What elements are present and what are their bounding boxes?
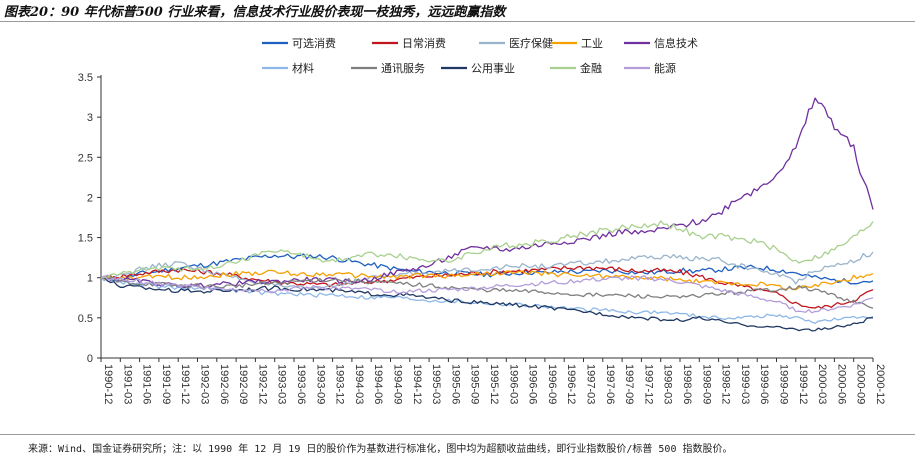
legend-item: 能源 [624,61,676,75]
x-tick-label: 1994-06 [372,364,384,404]
y-tick-label: 3 [87,112,93,124]
legend-label: 材料 [292,61,314,75]
x-tick-label: 1995-03 [430,364,442,404]
x-tick-label: 1991-06 [141,364,153,404]
x-tick-label: 1999-09 [778,364,790,404]
y-tick-label: 0 [87,353,93,365]
x-tick-label: 1995-09 [469,364,481,404]
legend-item: 公用事业 [441,62,515,75]
x-tick-label: 1998-12 [720,364,732,404]
y-tick-label: 1 [87,273,93,285]
x-tick-label: 1997-09 [623,364,635,404]
x-tick-label: 1997-12 [642,364,654,404]
legend-item: 可选消费 [262,36,336,50]
x-tick-label: 1998-09 [700,364,712,404]
legend-label: 能源 [654,61,676,75]
x-tick-label: 2000-06 [835,364,847,404]
plot-area [100,97,874,332]
series-line [100,269,874,291]
x-tick-label: 1993-12 [334,364,346,404]
x-tick-label: 1999-03 [739,364,751,404]
x-tick-label: 1998-03 [662,364,674,404]
x-tick-label: 2000-03 [816,364,828,404]
x-tick-label: 2000-09 [855,364,867,404]
y-tick-label: 0.5 [78,313,93,325]
x-tick-label: 2000-12 [874,364,886,404]
x-tick-label: 1994-09 [392,364,404,404]
x-tick-label: 1996-12 [565,364,577,404]
x-tick-label: 1991-03 [121,364,133,404]
x-tick-label: 1996-09 [546,364,558,404]
x-tick-label: 1993-03 [276,364,288,404]
source-note: 来源：Wind、国金证券研究所；注：以 1990 年 12 月 19 日的股价作… [28,444,733,455]
x-tick-label: 1995-12 [488,364,500,404]
y-tick-label: 3.5 [78,72,93,84]
legend-label: 可选消费 [292,36,336,50]
legend-item: 信息技术 [624,36,698,50]
legend-item: 日常消费 [372,36,446,50]
series-line [101,97,874,289]
x-tick-label: 1998-06 [681,364,693,404]
x-tick-label: 1994-12 [411,364,423,404]
x-tick-label: 1991-09 [160,364,172,404]
x-tick-label: 1992-03 [199,364,211,404]
x-tick-label: 1992-12 [256,364,268,404]
legend-item: 医疗保健 [479,36,553,50]
legend-label: 信息技术 [654,36,698,50]
y-tick-label: 1.5 [78,233,93,245]
legend-item: 材料 [262,61,314,75]
series-line [100,220,874,279]
series-line [100,275,874,314]
legend-item: 工业 [551,37,603,50]
series-line [100,276,874,332]
legend-label: 医疗保健 [509,36,553,50]
y-axis: 0 0.5 1 1.5 2 2.5 3 3.5 [78,72,102,365]
title-divider [0,21,915,22]
x-tick-label: 1991-12 [179,364,191,404]
x-tick-label: 1997-03 [585,364,597,404]
series-line [100,251,874,289]
x-tick-label: 1999-12 [797,364,809,404]
legend-label: 金融 [580,61,602,75]
x-axis: 1990-12 1991-03 1991-06 1991-09 1991-12 1992-… [100,357,886,404]
x-tick-label: 1994-03 [353,364,365,404]
y-tick-label: 2 [87,192,93,204]
legend-label: 日常消费 [402,36,446,50]
x-tick-label: 1996-06 [527,364,539,404]
x-tick-label: 1993-06 [295,364,307,404]
x-tick-label: 1995-06 [449,364,461,404]
footer-divider [0,434,915,435]
legend-label: 工业 [581,37,603,50]
x-tick-label: 1993-09 [314,364,326,404]
legend-item: 通讯服务 [351,62,425,75]
x-tick-label: 1990-12 [102,364,114,404]
legend-item: 金融 [550,61,602,75]
y-tick-label: 2.5 [78,152,93,164]
x-tick-label: 1999-06 [758,364,770,404]
x-tick-label: 1996-03 [507,364,519,404]
chart-title: 图表20：90 年代标普500 行业来看，信息技术行业股价表现一枝独秀，远远跑赢… [4,5,506,20]
x-tick-label: 1992-06 [218,364,230,404]
x-tick-label: 1997-06 [604,364,616,404]
legend-label: 通讯服务 [381,62,425,75]
series-line [100,277,874,325]
legend-label: 公用事业 [471,62,515,75]
x-tick-label: 1992-09 [237,364,249,404]
